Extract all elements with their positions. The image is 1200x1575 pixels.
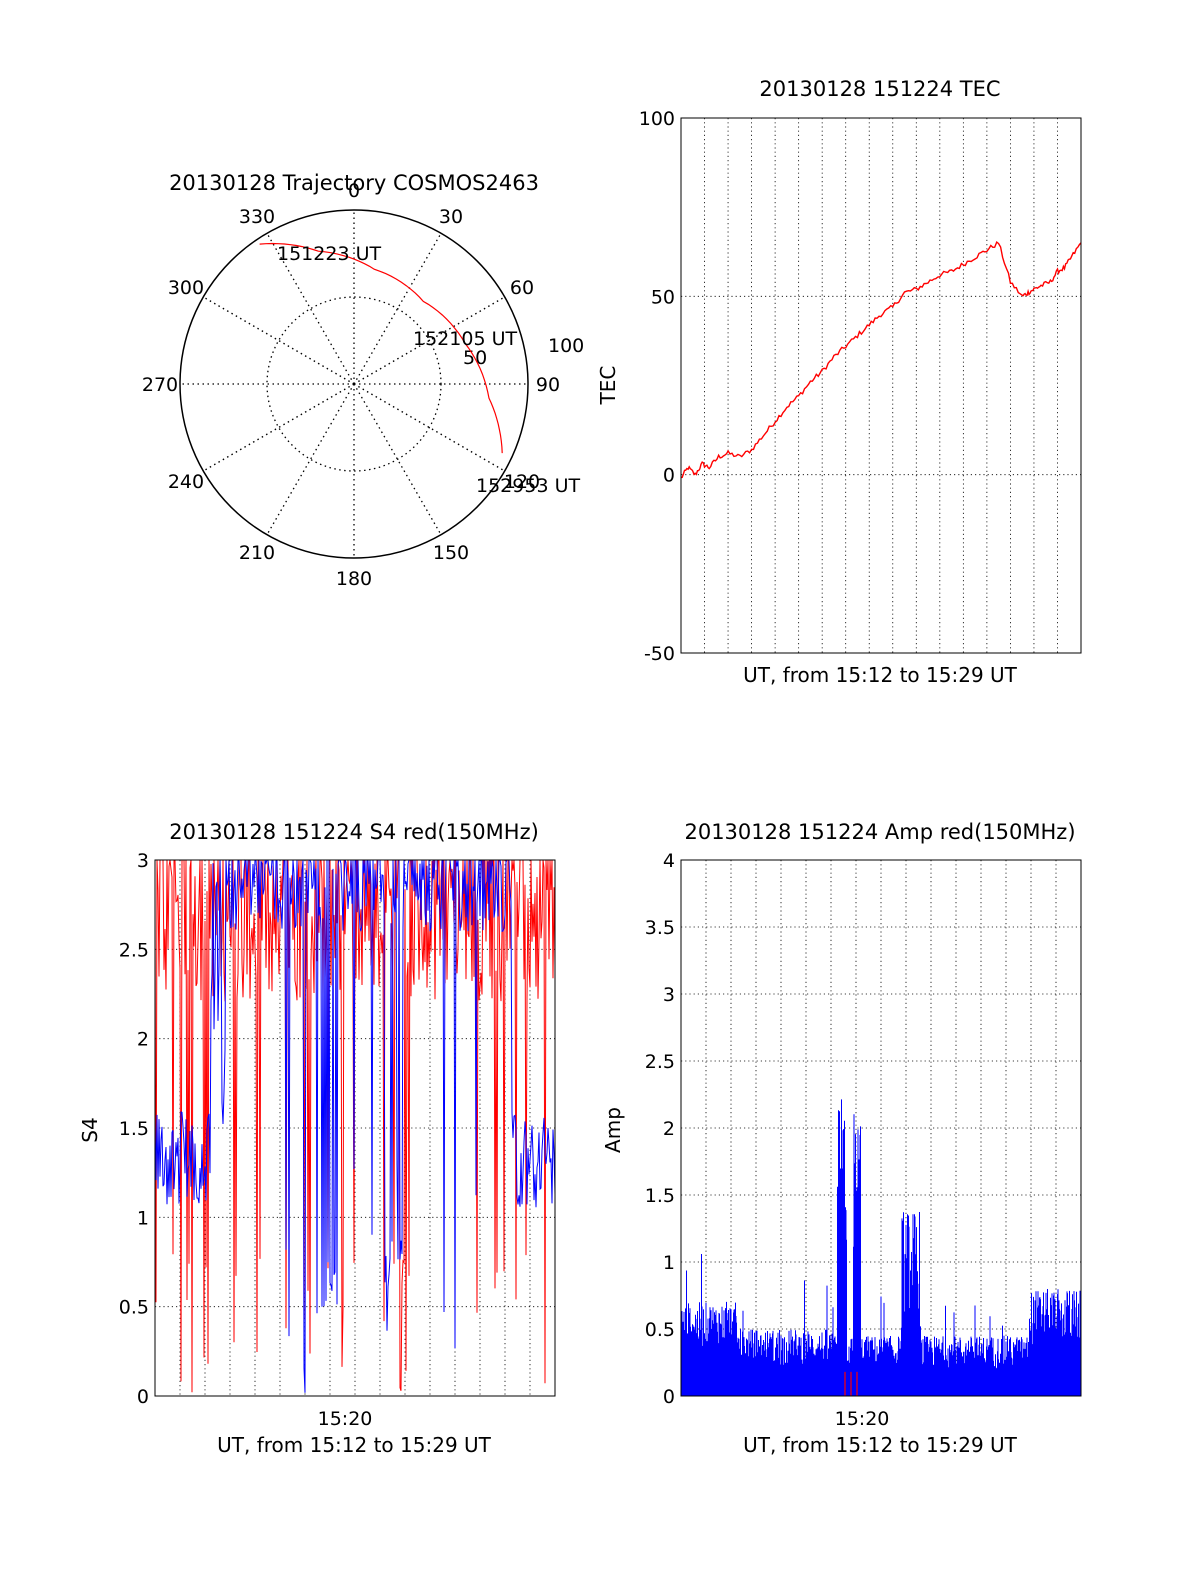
polar-spoke — [266, 383, 355, 536]
satellite-trajectory — [259, 242, 503, 454]
polar-angle-label: 270 — [142, 374, 178, 396]
s4-y-tick-label: 1.5 — [119, 1118, 149, 1140]
s4-x-label: UT, from 15:12 to 15:29 UT — [217, 1433, 492, 1457]
polar-spoke — [353, 383, 506, 472]
tec-y-tick-label: 100 — [639, 108, 675, 130]
polar-spoke — [202, 383, 355, 472]
amp-y-tick-label: 1 — [663, 1252, 675, 1274]
tec-title: 20130128 151224 TEC — [759, 77, 1000, 101]
tec-grid — [681, 118, 1081, 653]
amp-y-tick-label: 1.5 — [645, 1185, 675, 1207]
polar-angle-label: 300 — [168, 277, 204, 299]
polar-angle-label: 60 — [510, 277, 534, 299]
amp-plot-frame — [680, 859, 1082, 1397]
amp-red-series — [844, 1371, 858, 1396]
amp-y-tick-label: 0.5 — [645, 1319, 675, 1341]
tec-y-tick-label: 50 — [651, 286, 675, 308]
s4-y-label: S4 — [78, 1117, 102, 1142]
amp-x-tick-label: 15:20 — [835, 1408, 890, 1430]
polar-spoke — [202, 296, 355, 385]
amp-y-tick-label: 0 — [663, 1386, 675, 1408]
amp-y-tick-label: 4 — [663, 850, 675, 872]
polar-inner-ring — [266, 296, 442, 472]
polar-angle-label: 120 — [504, 471, 540, 493]
tec-y-tick-label: 0 — [663, 465, 675, 487]
polar-angle-label: 240 — [168, 471, 204, 493]
amp-y-tick-label: 2.5 — [645, 1051, 675, 1073]
amp-blue-series — [680, 1099, 1082, 1396]
polar-angle-label: 180 — [336, 568, 372, 590]
s4-y-tick-label: 2 — [137, 1029, 149, 1051]
polar-radial-label-100: 100 — [548, 335, 584, 357]
tec-y-label: TEC — [596, 366, 620, 406]
amp-x-label: UT, from 15:12 to 15:29 UT — [743, 1433, 1018, 1457]
polar-angle-label: 150 — [433, 542, 469, 564]
s4-y-tick-label: 0 — [137, 1386, 149, 1408]
polar-spoke — [266, 232, 355, 385]
s4-x-tick-label: 15:20 — [318, 1408, 373, 1430]
amp-y-tick-label: 3 — [663, 984, 675, 1006]
amp-title: 20130128 151224 Amp red(150MHz) — [684, 820, 1075, 844]
amp-y-tick-label: 2 — [663, 1118, 675, 1140]
tec-series-line — [680, 240, 1082, 479]
s4-y-tick-label: 3 — [137, 850, 149, 872]
polar-spoke — [353, 383, 442, 536]
polar-angle-labels: 0 30 60 90 120 150 180 210 240 270 300 330 — [142, 180, 560, 590]
polar-angle-label: 30 — [439, 206, 463, 228]
s4-y-tick-label: 2.5 — [119, 939, 149, 961]
tec-plot-frame — [680, 117, 1082, 654]
trajectory-start-label: 151223 UT — [277, 243, 381, 265]
tec-y-tick-label: -50 — [644, 643, 675, 665]
polar-title: 20130128 Trajectory COSMOS2463 — [169, 171, 539, 195]
s4-title: 20130128 151224 S4 red(150MHz) — [169, 820, 539, 844]
trajectory-end-label: 152953 UT — [476, 475, 580, 497]
tec-x-label: UT, from 15:12 to 15:29 UT — [743, 663, 1018, 687]
polar-spoke — [353, 296, 506, 385]
s4-plot-frame — [154, 859, 556, 1397]
amp-y-label: Amp — [601, 1107, 625, 1153]
polar-angle-label: 210 — [239, 542, 275, 564]
polar-angle-label: 330 — [239, 206, 275, 228]
polar-angle-label: 90 — [536, 374, 560, 396]
tec-y-ticks: -50 0 50 100 — [639, 108, 675, 665]
tec-chart: 20130128 151224 TEC -50 0 50 100 TEC UT, fr… — [596, 77, 1082, 687]
polar-grid — [180, 210, 528, 558]
polar-angle-label: 0 — [348, 180, 360, 202]
s4-chart: 20130128 151224 S4 red(150MHz) 0 0.5 1 1.5 2… — [78, 820, 556, 1457]
amp-grid — [681, 860, 1081, 1396]
polar-chart: 20130128 Trajectory COSMOS2463 0 30 60 90 12… — [142, 171, 584, 590]
s4-y-tick-label: 1 — [137, 1207, 149, 1229]
amp-chart: 20130128 151224 Amp red(150MHz) 0 0.5 1 1.5… — [601, 820, 1082, 1457]
s4-y-ticks: 0 0.5 1 1.5 2 2.5 3 — [119, 850, 149, 1408]
trajectory-mid-label: 152105 UT — [413, 328, 517, 350]
amp-y-ticks: 0 0.5 1 1.5 2 2.5 3 3.5 4 — [645, 850, 675, 1408]
amp-y-tick-label: 3.5 — [645, 917, 675, 939]
polar-spoke — [353, 232, 442, 385]
polar-outer-ring — [179, 209, 529, 559]
s4-y-tick-label: 0.5 — [119, 1297, 149, 1319]
